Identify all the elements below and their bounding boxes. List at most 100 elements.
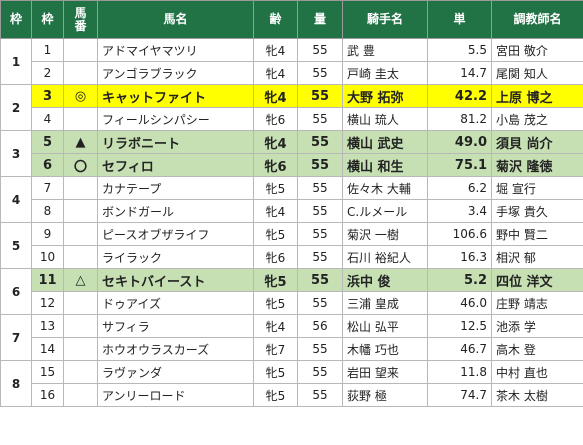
weight-cell: 55 (297, 360, 343, 384)
prediction-mark (63, 38, 98, 62)
jockey-cell: 佐々木 大輔 (342, 176, 428, 200)
horse-number-cell: 11 (31, 268, 64, 292)
age-cell: 牝4 (253, 84, 298, 108)
jockey-cell: 大野 拓弥 (342, 84, 428, 108)
odds-cell: 74.7 (427, 383, 492, 407)
table-row: 14 ホウオウラスカーズ 牝7 55 木幡 巧也 46.7 高木 登 (1, 337, 583, 361)
jockey-cell: 武 豊 (342, 38, 428, 62)
trainer-cell: 宮田 敬介 (491, 38, 583, 62)
horse-number-cell: 1 (31, 38, 64, 62)
horse-name-cell: ドゥアイズ (97, 291, 254, 315)
jockey-cell: 浜中 俊 (342, 268, 428, 292)
frame-cell: 3 (0, 130, 32, 177)
table-row: 7 13 サフィラ 牝4 56 松山 弘平 12.5 池添 学 (0, 314, 583, 361)
horse-name-cell: アドマイヤマツリ (97, 38, 254, 62)
table-row: 4 フィールシンパシー 牝6 55 横山 琉人 81.2 小島 茂之 (1, 107, 583, 131)
table-row: 6 11 △ セキトバイースト 牝5 55 浜中 俊 5.2 四位 洋文 (0, 268, 583, 315)
weight-cell: 55 (297, 383, 343, 407)
horse-number-cell: 4 (31, 107, 64, 131)
age-cell: 牝4 (253, 130, 298, 154)
prediction-mark (63, 360, 98, 384)
header-odds[interactable]: 単 (427, 0, 492, 39)
jockey-cell: 荻野 極 (342, 383, 428, 407)
frame-cell: 5 (0, 222, 32, 269)
horse-name-cell: フィールシンパシー (97, 107, 254, 131)
header-age[interactable]: 齢 (253, 0, 298, 39)
jockey-cell: 岩田 望来 (342, 360, 428, 384)
weight-cell: 55 (297, 107, 343, 131)
race-entry-table: 枠 枠 馬 番 馬名 齢 量 騎手名 単 調教師名 1 1 アドマイヤマツリ 牝4 55… (0, 0, 583, 407)
trainer-cell: 尾関 知人 (491, 61, 583, 85)
prediction-mark: ▲ (63, 130, 98, 154)
horse-name-cell: アンゴラブラック (97, 61, 254, 85)
odds-cell: 6.2 (427, 176, 492, 200)
horse-number-cell: 9 (31, 222, 64, 246)
odds-cell: 46.7 (427, 337, 492, 361)
age-cell: 牝5 (253, 176, 298, 200)
trainer-cell: 手塚 貴久 (491, 199, 583, 223)
jockey-cell: 横山 琉人 (342, 107, 428, 131)
odds-cell: 106.6 (427, 222, 492, 246)
age-cell: 牝5 (253, 222, 298, 246)
weight-cell: 55 (297, 38, 343, 62)
header-number[interactable]: 枠 (31, 0, 64, 39)
horse-name-cell: カナテープ (97, 176, 254, 200)
horse-number-cell: 10 (31, 245, 64, 269)
frame-cell: 4 (0, 176, 32, 223)
prediction-mark (63, 291, 98, 315)
horse-number-cell: 16 (31, 383, 64, 407)
odds-cell: 5.2 (427, 268, 492, 292)
table-row: 1 1 アドマイヤマツリ 牝4 55 武 豊 5.5 宮田 敬介 (0, 38, 583, 85)
horse-name-cell: セキトバイースト (97, 268, 254, 292)
trainer-cell: 茶木 太樹 (491, 383, 583, 407)
header-trainer[interactable]: 調教師名 (491, 0, 583, 39)
table-row: 8 15 ラヴァンダ 牝5 55 岩田 望来 11.8 中村 直也 (0, 360, 583, 407)
horse-name-cell: ライラック (97, 245, 254, 269)
age-cell: 牝5 (253, 291, 298, 315)
horse-name-cell: セフィロ (97, 153, 254, 177)
table-row: 16 アンリーロード 牝5 55 荻野 極 74.7 茶木 太樹 (1, 383, 583, 407)
weight-cell: 55 (297, 176, 343, 200)
jockey-cell: 三浦 皇成 (342, 291, 428, 315)
horse-number-cell: 13 (31, 314, 64, 338)
jockey-cell: 戸崎 圭太 (342, 61, 428, 85)
table-row: 3 5 ▲ リラボニート 牝4 55 横山 武史 49.0 須貝 尚介 (0, 130, 583, 177)
trainer-cell: 庄野 靖志 (491, 291, 583, 315)
age-cell: 牝4 (253, 38, 298, 62)
frame-cell: 7 (0, 314, 32, 361)
prediction-mark (63, 383, 98, 407)
odds-cell: 42.2 (427, 84, 492, 108)
horse-name-cell: リラボニート (97, 130, 254, 154)
header-horse-name[interactable]: 馬名 (97, 0, 254, 39)
jockey-cell: 横山 和生 (342, 153, 428, 177)
prediction-mark (63, 199, 98, 223)
header-row: 枠 枠 馬 番 馬名 齢 量 騎手名 単 調教師名 (0, 0, 583, 39)
table-row: 2 3 ◎ キャットファイト 牝4 55 大野 拓弥 42.2 上原 博之 (0, 84, 583, 131)
odds-cell: 49.0 (427, 130, 492, 154)
age-cell: 牝4 (253, 314, 298, 338)
header-frame[interactable]: 枠 (0, 0, 32, 39)
odds-cell: 12.5 (427, 314, 492, 338)
age-cell: 牝4 (253, 61, 298, 85)
horse-name-cell: キャットファイト (97, 84, 254, 108)
header-horse-number[interactable]: 馬 番 (63, 0, 98, 39)
horse-number-cell: 2 (31, 61, 64, 85)
header-weight[interactable]: 量 (297, 0, 343, 39)
horse-number-cell: 6 (31, 153, 64, 177)
prediction-mark: ◎ (63, 84, 98, 108)
odds-cell: 11.8 (427, 360, 492, 384)
table-row: 2 アンゴラブラック 牝4 55 戸崎 圭太 14.7 尾関 知人 (1, 61, 583, 85)
trainer-cell: 小島 茂之 (491, 107, 583, 131)
horse-name-cell: ホウオウラスカーズ (97, 337, 254, 361)
frame-cell: 1 (0, 38, 32, 85)
horse-number-cell: 7 (31, 176, 64, 200)
trainer-cell: 野中 賢二 (491, 222, 583, 246)
prediction-mark (63, 337, 98, 361)
weight-cell: 55 (297, 130, 343, 154)
weight-cell: 55 (297, 222, 343, 246)
horse-number-cell: 3 (31, 84, 64, 108)
table-row: 10 ライラック 牝6 55 石川 裕紀人 16.3 相沢 郁 (1, 245, 583, 269)
prediction-mark (63, 222, 98, 246)
weight-cell: 55 (297, 84, 343, 108)
header-jockey[interactable]: 騎手名 (342, 0, 428, 39)
